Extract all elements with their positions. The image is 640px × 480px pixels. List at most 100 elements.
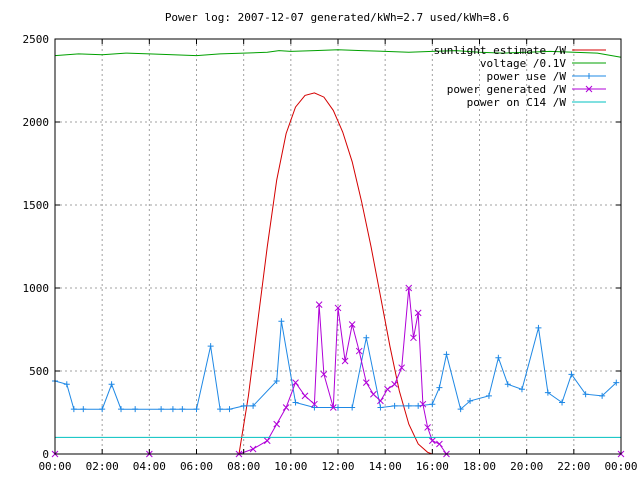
y-tick-label: 1500 [23, 199, 50, 212]
data-point [169, 406, 176, 413]
axis-labels: 00:00 02:00 04:00 06:00 08:00 10:00 12:00 14:00… [23, 33, 638, 473]
data-point [436, 440, 443, 448]
series-line [238, 92, 433, 455]
data-point [108, 381, 115, 388]
data-point [329, 404, 337, 411]
data-point [311, 404, 318, 411]
data-point [363, 334, 370, 341]
data-point [414, 309, 422, 317]
data-point [568, 371, 575, 378]
x-tick-label: 14:00 [369, 460, 402, 473]
series-1 [54, 49, 622, 58]
legend-label: voltage /0.1V [480, 57, 566, 70]
data-point [544, 389, 551, 396]
data-point [217, 406, 224, 413]
x-tick-label: 20:00 [510, 460, 543, 473]
data-point [613, 379, 620, 386]
data-point [193, 406, 200, 413]
legend-marker [585, 85, 593, 93]
data-point [292, 379, 299, 386]
data-point [263, 437, 271, 445]
data-point [250, 402, 257, 409]
series-line [54, 321, 617, 411]
data-point [504, 381, 511, 388]
data-point [467, 397, 474, 404]
data-point [63, 381, 70, 388]
y-tick-label: 500 [29, 365, 49, 378]
data-point [335, 404, 341, 411]
series-3 [51, 284, 625, 458]
series-0 [238, 92, 433, 455]
data-point [301, 392, 309, 400]
data-point [311, 400, 318, 408]
data-point [370, 390, 377, 398]
data-point [391, 402, 398, 409]
y-tick-label: 2000 [23, 116, 50, 129]
series-line [54, 49, 622, 58]
legend-label: power generated /W [447, 83, 567, 96]
series-line [55, 287, 621, 455]
x-tick-label: 04:00 [133, 460, 166, 473]
data-point [485, 392, 492, 399]
data-point [535, 324, 542, 331]
data-point [398, 364, 406, 372]
data-point [495, 354, 502, 361]
data-point [355, 347, 363, 355]
data-point [419, 400, 427, 408]
x-tick-label: 00:00 [604, 460, 637, 473]
data-point [334, 304, 342, 312]
data-point [582, 391, 589, 398]
data-point [377, 397, 384, 405]
data-point [249, 445, 257, 453]
y-tick-label: 1000 [23, 282, 50, 295]
data-point [240, 402, 247, 409]
series-layer [51, 49, 625, 458]
data-point [410, 334, 417, 342]
data-point [118, 406, 125, 413]
data-point [320, 370, 328, 378]
x-tick-label: 02:00 [86, 460, 119, 473]
data-point [384, 385, 391, 393]
data-point [315, 301, 323, 308]
data-point [80, 406, 87, 413]
data-point [207, 343, 214, 350]
data-point [429, 401, 436, 408]
data-point [415, 402, 422, 409]
data-point [348, 321, 356, 328]
x-tick-label: 12:00 [321, 460, 354, 473]
data-point [405, 284, 413, 292]
data-point [273, 420, 281, 428]
data-point [436, 384, 443, 391]
data-point [559, 399, 566, 406]
y-tick-label: 2500 [23, 33, 50, 46]
data-point [278, 318, 285, 325]
data-point [282, 404, 290, 411]
data-point [292, 399, 299, 406]
data-point [349, 404, 356, 411]
data-point [457, 406, 464, 413]
x-tick-label: 10:00 [274, 460, 307, 473]
data-point [518, 386, 525, 393]
data-point [99, 406, 106, 413]
legend-marker [586, 73, 592, 79]
x-tick-label: 08:00 [227, 460, 260, 473]
x-tick-label: 22:00 [557, 460, 590, 473]
data-point [273, 377, 280, 384]
data-point [341, 357, 349, 365]
data-point [377, 404, 384, 411]
data-point [424, 424, 431, 431]
data-point [405, 402, 412, 409]
legend-label: power on C14 /W [467, 96, 567, 109]
x-tick-label: 06:00 [180, 460, 213, 473]
data-point [132, 406, 139, 413]
data-point [158, 406, 165, 413]
grid-lines [55, 39, 621, 454]
data-point [428, 437, 436, 445]
data-point [362, 379, 370, 386]
data-point [391, 380, 398, 388]
chart-title: Power log: 2007-12-07 generated/kWh=2.7 … [165, 11, 509, 24]
data-point [179, 406, 186, 413]
